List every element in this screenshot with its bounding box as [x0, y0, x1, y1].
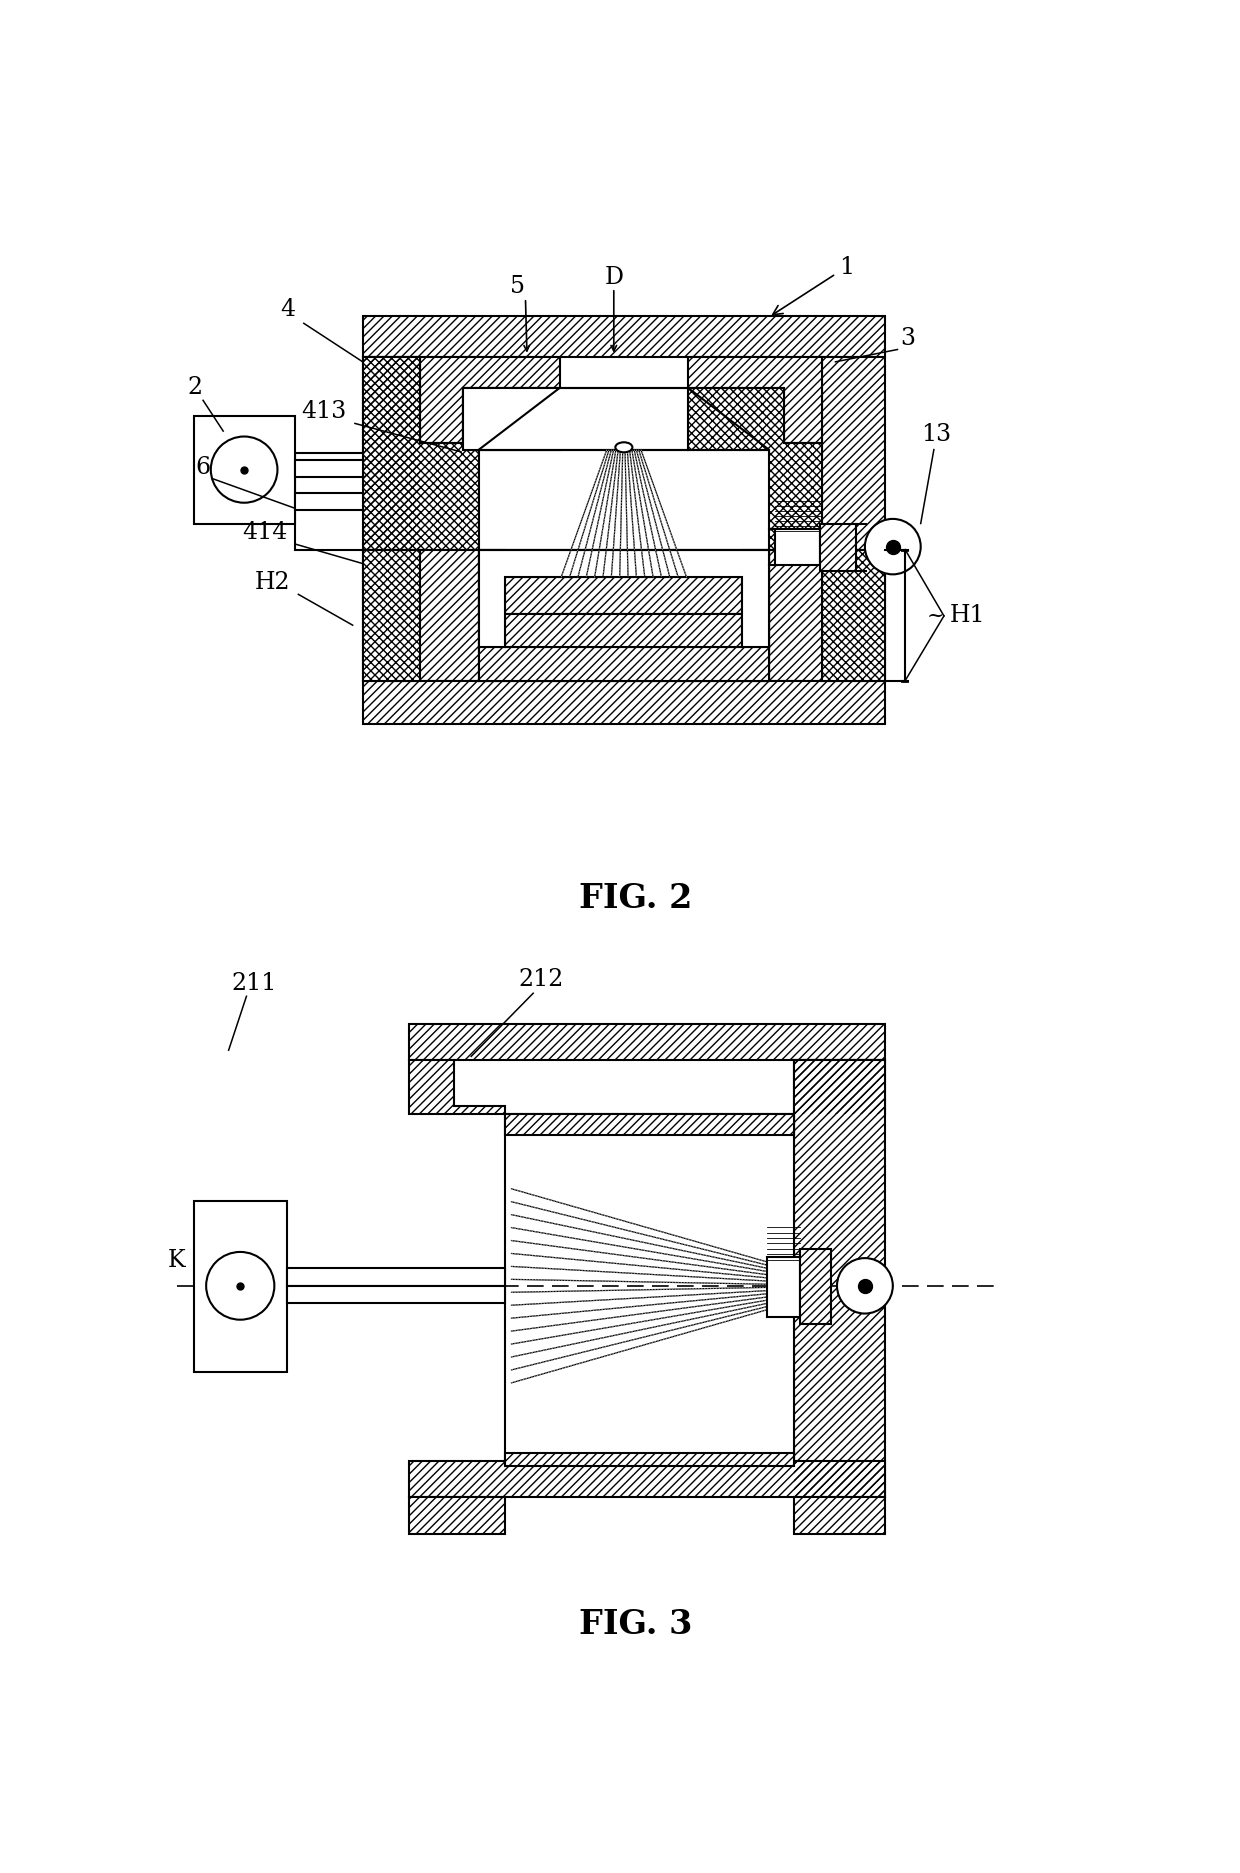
Polygon shape: [363, 358, 420, 549]
Polygon shape: [479, 549, 769, 646]
Circle shape: [866, 519, 920, 575]
Polygon shape: [409, 1025, 885, 1060]
Polygon shape: [820, 524, 857, 571]
Polygon shape: [795, 1060, 885, 1114]
Text: 6: 6: [196, 455, 211, 479]
Text: 212: 212: [518, 968, 564, 991]
Polygon shape: [769, 549, 885, 680]
Polygon shape: [363, 317, 885, 358]
Polygon shape: [193, 1201, 286, 1373]
Polygon shape: [363, 549, 420, 680]
Text: FIG. 3: FIG. 3: [579, 1609, 692, 1641]
Polygon shape: [688, 358, 821, 444]
Polygon shape: [409, 1497, 506, 1534]
Polygon shape: [295, 453, 363, 549]
Polygon shape: [479, 549, 769, 680]
Text: FIG. 2: FIG. 2: [579, 882, 692, 916]
Polygon shape: [688, 388, 821, 549]
Polygon shape: [506, 1453, 795, 1467]
Text: 2: 2: [187, 376, 203, 399]
Text: 413: 413: [301, 399, 346, 423]
Ellipse shape: [615, 442, 632, 451]
Circle shape: [837, 1259, 893, 1313]
Circle shape: [211, 436, 278, 502]
Text: 5: 5: [510, 275, 526, 298]
Polygon shape: [506, 577, 743, 614]
Polygon shape: [775, 528, 820, 566]
Polygon shape: [506, 614, 743, 646]
Polygon shape: [295, 459, 363, 478]
Text: K: K: [167, 1249, 186, 1272]
Polygon shape: [363, 680, 885, 723]
Polygon shape: [464, 388, 688, 450]
Text: 414: 414: [242, 521, 288, 545]
Polygon shape: [479, 646, 769, 680]
Polygon shape: [193, 416, 295, 524]
Text: 3: 3: [900, 328, 915, 350]
Polygon shape: [795, 1060, 885, 1497]
Text: H1: H1: [950, 605, 985, 627]
Text: 1: 1: [773, 255, 854, 315]
Polygon shape: [800, 1249, 831, 1324]
Polygon shape: [363, 358, 559, 549]
Text: 13: 13: [921, 423, 951, 446]
Circle shape: [206, 1251, 274, 1320]
Text: ~: ~: [926, 607, 944, 626]
Polygon shape: [506, 1114, 795, 1461]
Polygon shape: [409, 1461, 885, 1497]
Polygon shape: [409, 1060, 506, 1114]
Polygon shape: [795, 1497, 885, 1534]
Text: 211: 211: [232, 972, 277, 995]
Polygon shape: [821, 549, 885, 680]
Polygon shape: [363, 549, 479, 680]
Text: H2: H2: [255, 571, 290, 594]
Polygon shape: [768, 1257, 800, 1317]
Polygon shape: [286, 1287, 506, 1304]
Polygon shape: [821, 358, 885, 549]
Text: 4: 4: [280, 298, 296, 320]
Polygon shape: [506, 1114, 795, 1135]
Polygon shape: [286, 1268, 506, 1287]
Polygon shape: [420, 358, 559, 444]
Polygon shape: [295, 493, 363, 509]
Text: D: D: [604, 266, 624, 288]
Polygon shape: [479, 549, 769, 646]
